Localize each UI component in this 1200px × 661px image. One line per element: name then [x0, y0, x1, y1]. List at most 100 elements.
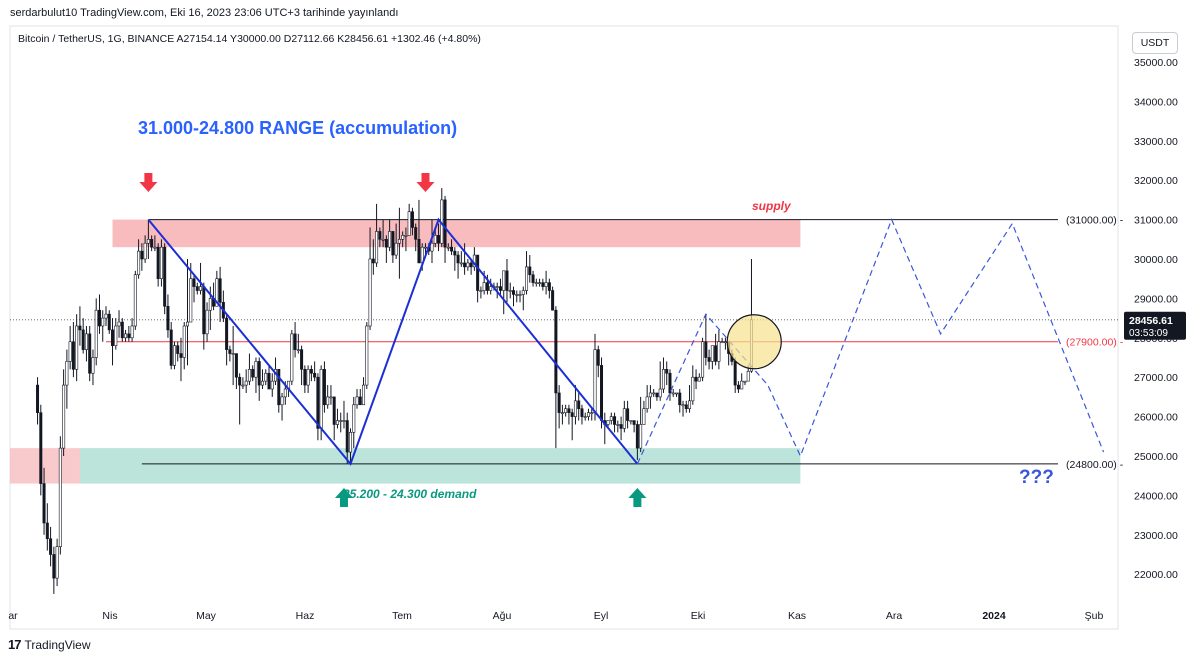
candle-body	[681, 404, 685, 407]
candle-body	[479, 290, 483, 292]
candle-body	[195, 286, 199, 291]
candle-body	[65, 361, 69, 386]
y-tick-label: 33000.00	[1134, 136, 1178, 148]
y-tick-label: 27000.00	[1134, 372, 1178, 384]
candle-body	[58, 447, 62, 547]
candle-body	[202, 286, 206, 335]
candle-body	[560, 412, 564, 414]
x-tick-label: ar	[8, 610, 18, 622]
candle-body	[720, 341, 724, 344]
candle-body	[423, 246, 427, 249]
candle-body	[218, 278, 222, 303]
chart-title: 31.000-24.800 RANGE (accumulation)	[138, 118, 457, 138]
candle-body	[404, 235, 408, 237]
candle-body	[150, 239, 154, 248]
candle-body	[697, 376, 701, 382]
candle-body	[485, 282, 489, 291]
y-tick-label: 34000.00	[1134, 96, 1178, 108]
candle-body	[329, 396, 333, 399]
candle-body	[694, 376, 698, 382]
candle-body	[593, 349, 597, 413]
candle-body	[101, 317, 105, 327]
candle-body	[456, 254, 460, 264]
candle-body	[163, 246, 167, 307]
candle-body	[49, 538, 53, 555]
candle-body	[652, 392, 656, 395]
candle-body	[639, 424, 643, 449]
y-tick-label: 24000.00	[1134, 490, 1178, 502]
highlight-circle	[726, 314, 782, 370]
candle-body	[564, 408, 568, 413]
candle-body	[104, 313, 108, 319]
candle-body	[208, 298, 212, 311]
candle-body	[303, 369, 307, 386]
candle-body	[257, 361, 261, 386]
candle-body	[300, 349, 304, 370]
candle-body	[443, 199, 447, 248]
candle-body	[704, 341, 708, 358]
candle-body	[671, 392, 675, 395]
x-tick-label: Nis	[102, 610, 117, 622]
candle-body	[469, 262, 473, 268]
candle-body	[619, 424, 623, 429]
candle-body	[463, 262, 467, 268]
candle-body	[723, 341, 727, 344]
question-marks-label: ???	[1019, 467, 1054, 488]
candle-body	[71, 341, 75, 370]
candle-body	[358, 396, 362, 406]
candle-body	[169, 329, 173, 366]
candle-body	[622, 408, 626, 429]
candle-body	[528, 266, 532, 276]
candle-body	[345, 420, 349, 453]
candle-body	[586, 412, 590, 417]
candle-body	[186, 321, 190, 327]
candle-body	[352, 404, 356, 433]
candle-body	[140, 250, 144, 260]
candle-body	[531, 274, 535, 283]
candle-body	[661, 369, 665, 390]
candle-body	[613, 416, 617, 425]
candle-body	[339, 420, 343, 422]
candle-body	[596, 349, 600, 366]
candle-body	[117, 321, 121, 327]
tradingview-logo-mark-icon: 17	[8, 637, 22, 652]
down-arrow-icon	[416, 173, 435, 192]
candle-body	[205, 309, 209, 335]
candle-body	[410, 211, 414, 228]
symbol-ohlc-info: Bitcoin / TetherUS, 1G, BINANCE A27154.1…	[18, 33, 481, 45]
candle-body	[156, 246, 160, 279]
currency-button[interactable]: USDT	[1132, 32, 1178, 54]
candle-body	[701, 341, 705, 378]
candle-body	[127, 333, 131, 339]
candle-body	[691, 376, 695, 402]
candle-body	[332, 396, 336, 425]
candle-body	[665, 369, 669, 374]
candle-body	[505, 270, 509, 291]
candle-body	[525, 266, 529, 291]
candle-body	[609, 416, 613, 421]
candle-body	[577, 400, 581, 410]
y-tick-label: 29000.00	[1134, 293, 1178, 305]
x-tick-label: May	[196, 610, 217, 622]
candle-body	[166, 305, 170, 331]
candle-body	[189, 278, 193, 323]
candle-body	[84, 333, 88, 350]
candle-body	[153, 246, 157, 249]
x-tick-label: Şub	[1085, 610, 1104, 622]
candle-body	[130, 325, 134, 339]
candle-body	[417, 239, 421, 264]
candle-body	[678, 392, 682, 406]
candle-body	[322, 369, 326, 406]
candle-body	[707, 357, 711, 362]
supply-label: supply	[752, 199, 792, 213]
candle-body	[626, 408, 630, 421]
candle-body	[616, 424, 620, 426]
candle-body	[241, 384, 245, 387]
candle-body	[498, 286, 502, 291]
candle-body	[326, 396, 330, 406]
candle-body	[42, 483, 46, 524]
candle-body	[433, 235, 437, 244]
candle-body	[551, 290, 555, 311]
candle-body	[629, 420, 633, 422]
